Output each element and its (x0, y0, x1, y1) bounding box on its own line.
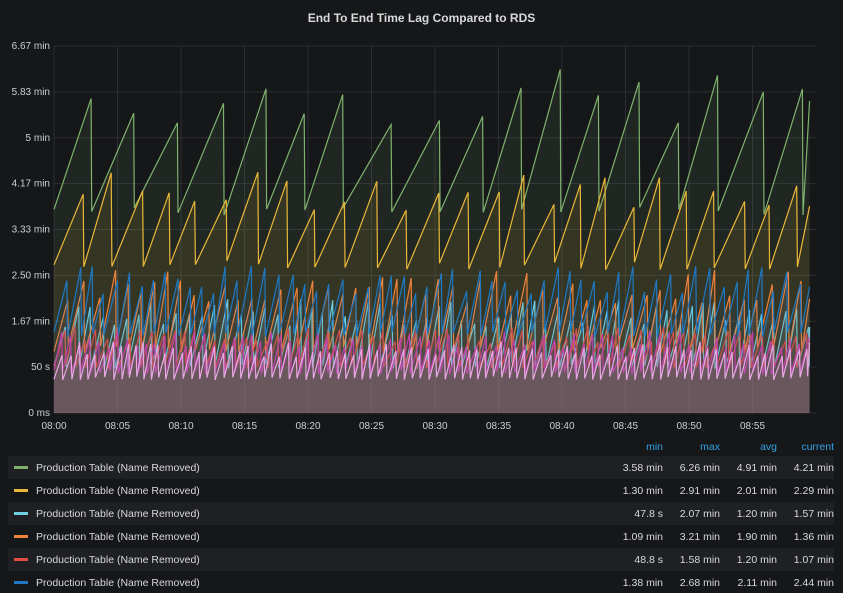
y-tick-label: 0 ms (28, 408, 50, 419)
legend-row[interactable]: Production Table (Name Removed) 1.09 min… (8, 525, 834, 548)
series-line (53, 69, 811, 216)
x-tick-label: 08:55 (740, 421, 765, 432)
y-tick-label: 6.67 min (12, 41, 50, 52)
series-min: 3.58 min (622, 461, 663, 474)
series-color-swatch[interactable] (14, 558, 28, 561)
x-tick-label: 08:15 (232, 421, 257, 432)
series-avg: 4.91 min (736, 461, 777, 474)
legend-row[interactable]: Production Table (Name Removed) 47.8 s 2… (8, 502, 834, 525)
series-min: 1.30 min (622, 484, 663, 497)
series-name[interactable]: Production Table (Name Removed) (36, 507, 200, 520)
series-min: 48.8 s (634, 553, 663, 566)
x-tick-label: 08:25 (359, 421, 384, 432)
series-max: 3.21 min (679, 530, 720, 543)
series-area (54, 270, 810, 413)
series-current: 1.07 min (793, 553, 834, 566)
series-name[interactable]: Production Table (Name Removed) (36, 461, 200, 474)
series-avg: 1.20 min (736, 507, 777, 520)
series-max: 2.91 min (679, 484, 720, 497)
series-color-swatch[interactable] (14, 466, 28, 469)
series-line (53, 172, 811, 271)
x-tick-label: 08:30 (422, 421, 447, 432)
series-color-swatch[interactable] (14, 489, 28, 492)
x-tick-label: 08:45 (613, 421, 638, 432)
series-area (54, 299, 810, 413)
y-tick-label: 50 s (31, 362, 50, 373)
series-min: 47.8 s (634, 507, 663, 520)
series-name[interactable]: Production Table (Name Removed) (36, 530, 200, 543)
series-avg: 1.90 min (736, 530, 777, 543)
series-color-swatch[interactable] (14, 512, 28, 515)
series-current: 4.21 min (793, 461, 834, 474)
legend: min max avg current Production Table (Na… (8, 438, 834, 593)
x-tick-label: 08:10 (168, 421, 193, 432)
series-avg: 2.01 min (736, 484, 777, 497)
legend-col-avg[interactable]: avg (760, 441, 777, 453)
y-tick-label: 3.33 min (12, 225, 50, 236)
series-area (54, 341, 810, 413)
y-tick-label: 4.17 min (12, 179, 50, 190)
series-current: 1.36 min (793, 530, 834, 543)
series-min: 1.09 min (622, 530, 663, 543)
legend-row[interactable]: Production Table (Name Removed) 1.38 min… (8, 571, 834, 593)
x-tick-label: 08:00 (41, 421, 66, 432)
x-tick-label: 08:50 (676, 421, 701, 432)
legend-col-current[interactable]: current (801, 441, 834, 453)
series-name[interactable]: Production Table (Name Removed) (36, 484, 200, 497)
y-tick-label: 5 min (26, 133, 50, 144)
series-area (54, 265, 810, 413)
series-max: 1.58 min (679, 553, 720, 566)
chart-svg: 0 ms 50 s 1.67 min 2.50 min 3.33 min 4.17 min… (12, 41, 816, 432)
series-current: 1.57 min (793, 507, 834, 520)
legend-col-min[interactable]: min (646, 441, 663, 453)
series-max: 2.68 min (679, 576, 720, 589)
legend-row[interactable]: Production Table (Name Removed) 3.58 min… (8, 456, 834, 479)
panel-title[interactable]: End To End Time Lag Compared to RDS (307, 11, 536, 25)
y-tick-label: 1.67 min (12, 316, 50, 327)
series-line (53, 341, 811, 381)
series-current: 2.29 min (793, 484, 834, 497)
series-color-swatch[interactable] (14, 581, 28, 584)
x-tick-label: 08:05 (105, 421, 130, 432)
series-current: 2.44 min (793, 576, 834, 589)
series-avg: 1.20 min (736, 553, 777, 566)
y-tick-label: 2.50 min (12, 270, 50, 281)
series-line (53, 265, 811, 338)
legend-col-max[interactable]: max (700, 441, 720, 453)
series-max: 2.07 min (679, 507, 720, 520)
legend-row[interactable]: Production Table (Name Removed) 48.8 s 1… (8, 548, 834, 571)
series-min: 1.38 min (622, 576, 663, 589)
series-name[interactable]: Production Table (Name Removed) (36, 553, 200, 566)
legend-header: min max avg current (8, 438, 834, 456)
x-tick-label: 08:35 (486, 421, 511, 432)
y-tick-label: 5.83 min (12, 87, 50, 98)
series-max: 6.26 min (679, 461, 720, 474)
series-avg: 2.11 min (737, 576, 778, 589)
series-color-swatch[interactable] (14, 535, 28, 538)
series-line (53, 330, 810, 375)
x-tick-label: 08:40 (549, 421, 574, 432)
x-tick-label: 08:20 (295, 421, 320, 432)
legend-row[interactable]: Production Table (Name Removed) 1.30 min… (8, 479, 834, 502)
series-name[interactable]: Production Table (Name Removed) (36, 576, 200, 589)
